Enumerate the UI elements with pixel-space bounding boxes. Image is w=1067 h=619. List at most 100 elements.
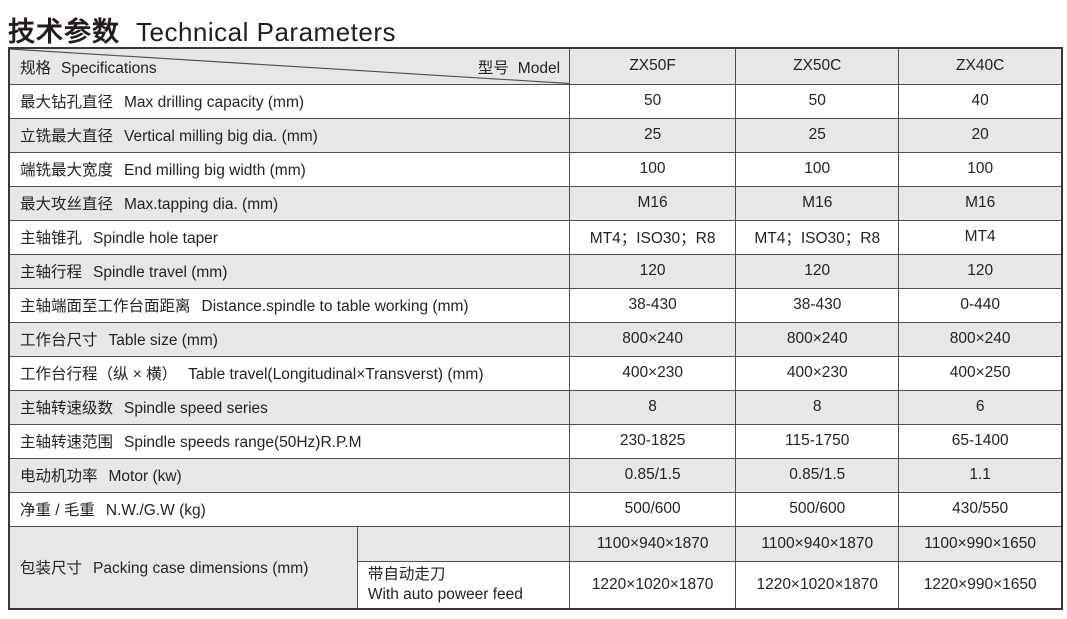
spec-label-zh: 立铣最大直径 (20, 128, 114, 145)
spec-label-zh: 主轴行程 (20, 264, 83, 281)
spec-label-cell: 主轴端面至工作台面距离 Distance.spindle to table wor… (8, 287, 571, 323)
spec-header-label: 规格 Specifications (20, 56, 157, 78)
table-row: 端铣最大宽度 End milling big width (mm) 100 100… (8, 151, 1063, 187)
spec-label-zh: 工作台尺寸 (20, 332, 98, 349)
spec-model-header-cell: 规格 Specifications 型号 Model (8, 47, 571, 85)
value-cell: 430/550 (898, 491, 1063, 527)
spec-label-cell: 工作台行程（纵 × 横） Table travel(Longitudinal×Tr… (8, 355, 571, 391)
spec-label-en: Table travel(Longitudinal×Transverst) (m… (188, 366, 484, 383)
table-row: 主轴锥孔 Spindle hole taper MT4；ISO30；R8 MT4；… (8, 219, 1063, 255)
spec-label-en: Spindle hole taper (93, 230, 218, 247)
table-row: 工作台行程（纵 × 横） Table travel(Longitudinal×Tr… (8, 355, 1063, 391)
spec-label-en: Distance.spindle to table working (mm) (201, 298, 469, 315)
packing-label-en: Packing case dimensions (mm) (93, 560, 309, 578)
packing-label-cell: 包装尺寸 Packing case dimensions (mm) (8, 525, 358, 610)
table-row: 净重 / 毛重 N.W./G.W (kg) 500/600 500/600 430… (8, 491, 1063, 527)
spec-label-en: End milling big width (mm) (124, 162, 306, 179)
spec-label-en: Motor (kw) (108, 468, 182, 485)
spec-label-cell: 端铣最大宽度 End milling big width (mm) (8, 151, 571, 187)
spec-header-zh: 规格 (20, 59, 52, 77)
spec-label-cell: 立铣最大直径 Vertical milling big dia. (mm) (8, 117, 571, 153)
value-cell: 6 (898, 389, 1063, 425)
value-cell: 40 (898, 83, 1063, 119)
value-cell: MT4 (898, 219, 1063, 255)
auto-feed-label-zh: 带自动走刀 (367, 565, 446, 583)
value-cell: M16 (898, 185, 1063, 221)
model-column-header: ZX50C (735, 47, 900, 85)
spec-label-cell: 主轴锥孔 Spindle hole taper (8, 219, 571, 255)
spec-label-zh: 主轴锥孔 (20, 230, 83, 247)
value-cell: M16 (735, 185, 900, 221)
value-cell: 1220×1020×1870 (735, 560, 900, 610)
spec-label-cell: 主轴转速范围 Spindle speeds range(50Hz)R.P.M (8, 423, 571, 459)
table-row: 主轴转速范围 Spindle speeds range(50Hz)R.P.M 23… (8, 423, 1063, 459)
spec-label-cell: 电动机功率 Motor (kw) (8, 457, 571, 493)
model-header-label: 型号 Model (478, 56, 560, 78)
spec-label-zh: 最大钻孔直径 (20, 94, 114, 111)
value-cell: 1220×990×1650 (898, 560, 1063, 610)
spec-label-en: Max.tapping dia. (mm) (124, 196, 279, 213)
value-cell: 115-1750 (735, 423, 900, 459)
value-cell: 230-1825 (569, 423, 737, 459)
value-cell: 120 (569, 253, 737, 289)
auto-feed-subcell: 带自动走刀 With auto poweer feed (356, 560, 571, 610)
value-cell: 1100×990×1650 (898, 525, 1063, 562)
spec-label-zh: 净重 / 毛重 (20, 502, 95, 519)
value-cell: 50 (735, 83, 900, 119)
spec-label-cell: 主轴行程 Spindle travel (mm) (8, 253, 571, 289)
value-cell: 8 (735, 389, 900, 425)
packing-row-standard: 包装尺寸 Packing case dimensions (mm) 1100×94… (8, 525, 1063, 610)
spec-label-zh: 最大攻丝直径 (20, 196, 114, 213)
spec-label-zh: 主轴端面至工作台面距离 (20, 298, 191, 315)
spec-label-en: N.W./G.W (kg) (105, 502, 206, 519)
value-cell: 50 (569, 83, 737, 119)
value-cell: 100 (735, 151, 900, 187)
auto-feed-label-en: With auto poweer feed (367, 585, 523, 603)
table-row: 最大钻孔直径 Max drilling capacity (mm) 50 50 4… (8, 83, 1063, 119)
value-cell: 1100×940×1870 (569, 525, 737, 562)
spec-label-zh: 电动机功率 (20, 468, 98, 485)
packing-row-auto-feed: 带自动走刀 With auto poweer feed 1220×1020×18… (9, 560, 1063, 610)
table-row: 主轴行程 Spindle travel (mm) 120 120 120 (8, 253, 1063, 289)
spec-header-en: Specifications (61, 59, 157, 77)
value-cell: 0.85/1.5 (569, 457, 737, 493)
model-header-en: Model (517, 60, 561, 77)
value-cell: 25 (569, 117, 737, 153)
spec-label-en: Max drilling capacity (mm) (124, 94, 305, 111)
spec-label-zh: 主轴转速级数 (20, 400, 114, 417)
value-cell: 800×240 (735, 321, 900, 357)
value-cell: 400×250 (898, 355, 1063, 391)
model-column-header: ZX40C (898, 47, 1063, 85)
table-row: 工作台尺寸 Table size (mm) 800×240 800×240 800… (8, 321, 1063, 357)
value-cell: 25 (735, 117, 900, 153)
value-cell: MT4；ISO30；R8 (569, 219, 737, 255)
value-cell: 500/600 (569, 491, 737, 527)
packing-label-zh: 包装尺寸 (20, 560, 83, 578)
value-cell: 1100×940×1870 (735, 525, 900, 562)
value-cell: 1220×1020×1870 (569, 560, 737, 610)
spec-label-en: Spindle speeds range(50Hz)R.P.M (124, 434, 362, 451)
value-cell: 0-440 (898, 287, 1063, 323)
spec-label-en: Vertical milling big dia. (mm) (124, 128, 318, 145)
value-cell: 500/600 (735, 491, 900, 527)
spec-label-zh: 主轴转速范围 (20, 434, 114, 451)
value-cell: 120 (735, 253, 900, 289)
value-cell: 0.85/1.5 (735, 457, 900, 493)
value-cell: 400×230 (569, 355, 737, 391)
table-row: 电动机功率 Motor (kw) 0.85/1.5 0.85/1.5 1.1 (8, 457, 1063, 493)
value-cell: 400×230 (735, 355, 900, 391)
value-cell: 800×240 (898, 321, 1063, 357)
spec-label-cell: 净重 / 毛重 N.W./G.W (kg) (8, 491, 571, 527)
table-row: 立铣最大直径 Vertical milling big dia. (mm) 25 … (8, 117, 1063, 153)
table-row: 主轴端面至工作台面距离 Distance.spindle to table wor… (8, 287, 1063, 323)
packing-standard-subcell (356, 525, 571, 562)
page-title-zh: 技术参数 (8, 17, 120, 47)
spec-label-zh: 端铣最大宽度 (20, 162, 114, 179)
spec-label-en: Table size (mm) (108, 332, 218, 349)
table-row: 最大攻丝直径 Max.tapping dia. (mm) M16 M16 M16 (8, 185, 1063, 221)
spec-label-cell: 主轴转速级数 Spindle speed series (8, 389, 571, 425)
spec-label-cell: 最大攻丝直径 Max.tapping dia. (mm) (8, 185, 571, 221)
table-header-row: 规格 Specifications 型号 Model ZX50F ZX50C ZX4… (8, 47, 1063, 85)
value-cell: 1.1 (898, 457, 1063, 493)
